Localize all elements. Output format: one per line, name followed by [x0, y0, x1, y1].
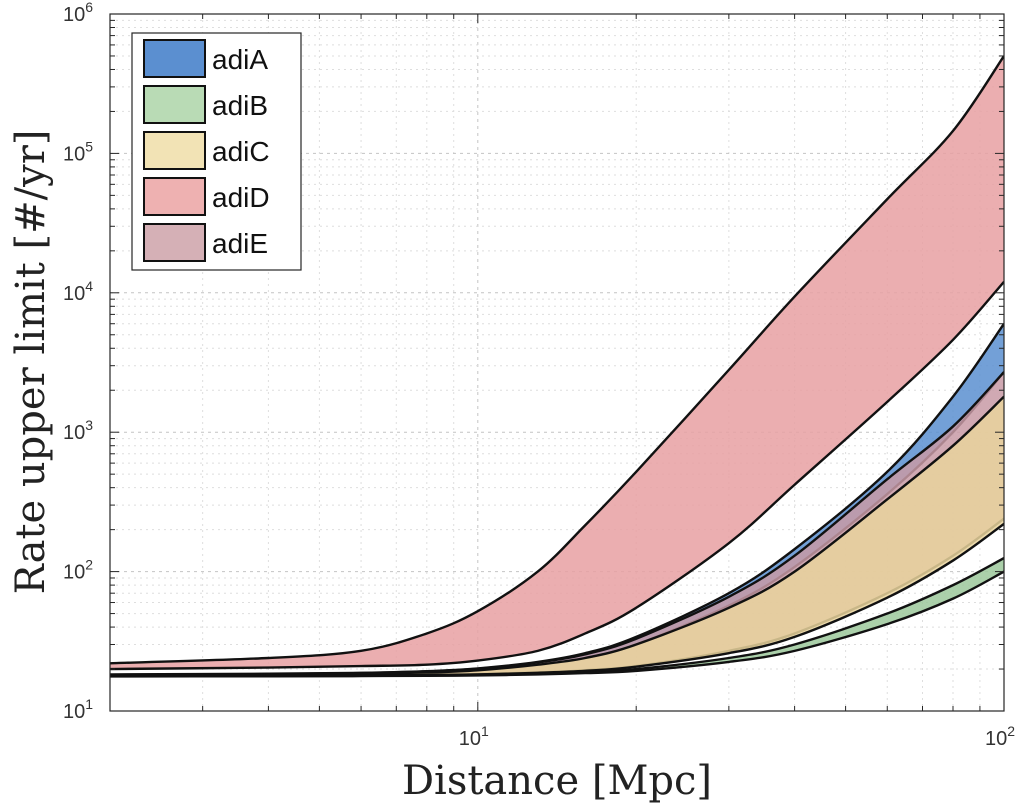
legend-label-adib: adiB [212, 90, 268, 121]
plot-frame [109, 13, 1005, 712]
y-tick-label-exponent: 4 [85, 278, 93, 294]
legend-swatch-adia [143, 39, 206, 78]
legend-label-adie: adiE [212, 228, 268, 259]
tick-labels: 101 102 101 102 103 104 105 106 [63, 0, 1015, 750]
band-adid-upper-line [110, 55, 1004, 665]
band-adic-upper-line [110, 395, 1004, 677]
band-adid-lower-line [110, 280, 1004, 671]
legend-label-adid: adiD [212, 182, 270, 213]
axis-ticks [110, 13, 1005, 712]
legend-swatch-adie [143, 223, 206, 262]
y-tick-label: 106 [63, 0, 93, 26]
y-tick-label-exponent: 6 [85, 0, 93, 15]
y-tick-label-exponent: 3 [85, 417, 93, 433]
y-tick-label: 105 [63, 138, 93, 165]
legend-label-adic: adiC [212, 136, 270, 167]
y-tick-label: 101 [63, 696, 93, 723]
band-adid [110, 55, 1004, 670]
y-tick-label: 104 [63, 278, 93, 305]
x-tick-label: 101 [459, 723, 489, 750]
y-axis-label: Rate upper limit [#/yr] [8, 130, 54, 595]
legend-label-adia: adiA [212, 44, 268, 75]
legend: adiA adiB adiC adiD adiE [131, 32, 302, 271]
legend-swatch-adid [143, 177, 206, 216]
legend-swatch-adib [143, 85, 206, 124]
y-tick-label: 103 [63, 417, 93, 444]
legend-swatch-adic [143, 131, 206, 170]
y-tick-label: 102 [63, 557, 93, 584]
data-bands [110, 55, 1004, 678]
band-adic [110, 396, 1004, 677]
y-tick-label-exponent: 5 [85, 138, 93, 154]
x-tick-label-exponent: 2 [1007, 723, 1015, 739]
y-tick-label-exponent: 1 [85, 696, 93, 712]
x-tick-label-exponent: 1 [481, 723, 489, 739]
y-tick-label-exponent: 2 [85, 557, 93, 573]
x-axis-label: Distance [Mpc] [402, 758, 712, 804]
band-adib-lower-line [110, 570, 1004, 678]
x-tick-label: 102 [985, 723, 1015, 750]
